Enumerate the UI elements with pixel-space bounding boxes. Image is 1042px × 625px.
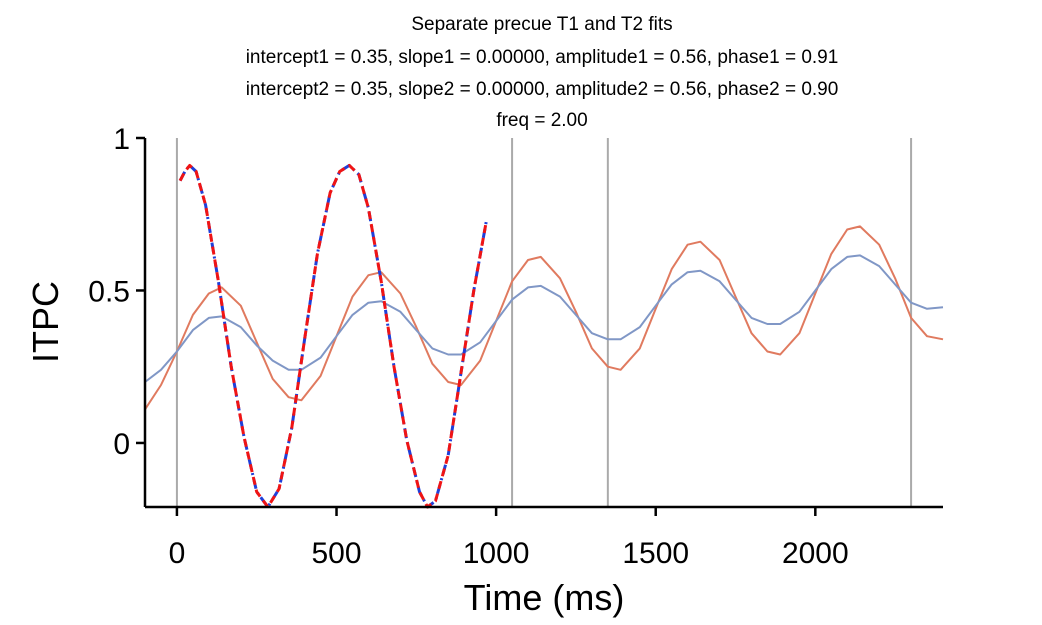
axes: [143, 138, 943, 509]
orange-sinusoid-line: [144, 225, 944, 410]
reference-lines: [175, 138, 913, 507]
x-ticks: 0 500 1000 1500 2000: [169, 507, 849, 570]
blue-fit-line: [178, 163, 488, 509]
x-tick-label: 2000: [782, 537, 849, 570]
y-tick-label: 0.5: [88, 275, 130, 308]
y-ticks: 00.51: [88, 123, 145, 461]
x-tick-label: 1000: [463, 537, 530, 570]
x-tick-label: 0: [169, 537, 186, 570]
blue-sinusoid-line: [144, 254, 944, 383]
y-tick-label: 1: [113, 123, 130, 156]
title-line-4: freq = 2.00: [496, 110, 587, 131]
x-tick-label: 500: [311, 537, 361, 570]
y-tick-label: 0: [113, 428, 130, 461]
x-axis-label: Time (ms): [464, 577, 625, 618]
title-line-3: intercept2 = 0.35, slope2 = 0.00000, amp…: [246, 79, 839, 100]
x-tick-label: 1500: [622, 537, 689, 570]
red-fit-line: [178, 163, 488, 509]
series-lines: [144, 163, 944, 509]
y-axis-label: ITPC: [25, 281, 66, 363]
title-line-1: Separate precue T1 and T2 fits: [411, 14, 672, 35]
chart-title: Separate precue T1 and T2 fits intercept…: [246, 14, 839, 131]
title-line-2: intercept1 = 0.35, slope1 = 0.00000, amp…: [246, 47, 839, 68]
